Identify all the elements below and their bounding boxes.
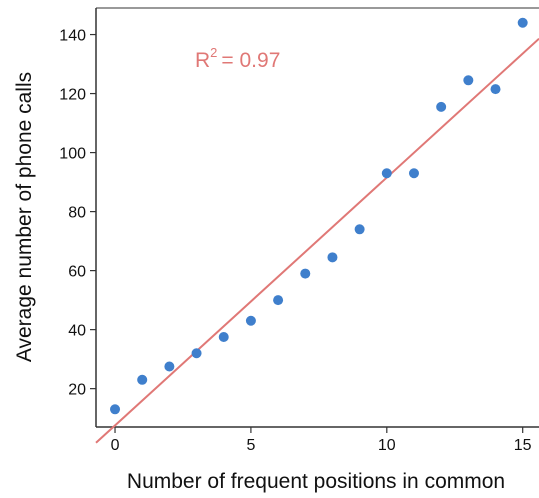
- y-tick-label: 40: [68, 323, 86, 340]
- points-layer: [110, 17, 528, 415]
- y-axis-title: Average number of phone calls: [13, 72, 36, 362]
- r-value: = 0.97: [221, 49, 280, 72]
- y-ticks: 20 40 60 80 100 120 140: [59, 28, 96, 399]
- data-point: [137, 374, 148, 385]
- fit-layer: [95, 37, 539, 444]
- fit-line: [95, 37, 539, 444]
- data-point: [218, 332, 229, 343]
- y-tick-label: 60: [68, 264, 86, 281]
- data-point: [381, 168, 392, 179]
- data-point: [164, 361, 175, 372]
- y-tick-label: 120: [59, 87, 86, 104]
- x-axis-title: Number of frequent positions in common: [127, 470, 505, 493]
- x-tick-label: 0: [111, 437, 120, 454]
- r-squared-annotation: R2 = 0.97: [195, 45, 280, 72]
- y-tick-label: 80: [68, 205, 86, 222]
- y-tick-label: 100: [59, 146, 86, 163]
- data-point: [354, 224, 365, 235]
- data-point: [517, 17, 528, 28]
- data-point: [463, 75, 474, 86]
- data-point: [436, 101, 447, 112]
- x-ticks: 0 5 10 15: [111, 427, 532, 454]
- r-symbol: R: [195, 49, 210, 72]
- data-point: [490, 84, 501, 95]
- data-point: [408, 168, 419, 179]
- y-tick-label: 20: [68, 382, 86, 399]
- data-point: [273, 295, 284, 306]
- x-tick-label: 15: [514, 437, 532, 454]
- data-point: [300, 268, 311, 279]
- data-point: [245, 315, 256, 326]
- data-point: [191, 348, 202, 359]
- x-tick-label: 5: [246, 437, 255, 454]
- r-superscript: 2: [210, 45, 217, 60]
- y-tick-label: 140: [59, 28, 86, 45]
- x-tick-label: 10: [378, 437, 396, 454]
- plot-frame: [95, 7, 539, 428]
- data-point: [327, 252, 338, 263]
- data-point: [110, 404, 121, 415]
